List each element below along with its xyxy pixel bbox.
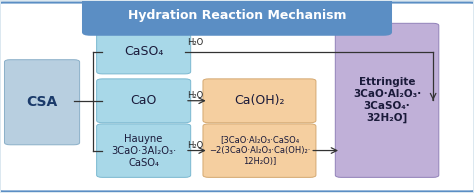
FancyBboxPatch shape (97, 30, 191, 74)
FancyBboxPatch shape (0, 3, 474, 191)
FancyBboxPatch shape (82, 0, 392, 36)
Text: Ca(OH)₂: Ca(OH)₂ (234, 94, 285, 107)
FancyBboxPatch shape (97, 79, 191, 123)
FancyBboxPatch shape (335, 23, 439, 177)
FancyBboxPatch shape (203, 79, 316, 123)
FancyBboxPatch shape (203, 124, 316, 177)
Text: H₂O: H₂O (187, 38, 204, 47)
Text: H₂O: H₂O (187, 141, 204, 150)
FancyBboxPatch shape (4, 60, 80, 145)
FancyBboxPatch shape (97, 124, 191, 177)
Text: H₂O: H₂O (187, 91, 204, 100)
Text: CaO: CaO (130, 94, 157, 107)
Text: Hydration Reaction Mechanism: Hydration Reaction Mechanism (128, 9, 346, 22)
Text: Hauyne
3CaO·3Al₂O₃·
CaSO₄: Hauyne 3CaO·3Al₂O₃· CaSO₄ (111, 134, 176, 168)
Text: CaSO₄: CaSO₄ (124, 45, 164, 58)
Text: Ettringite
3CaO·Al₂O₃·
3CaSO₄·
32H₂O]: Ettringite 3CaO·Al₂O₃· 3CaSO₄· 32H₂O] (353, 77, 421, 124)
Text: CSA: CSA (27, 95, 58, 109)
Text: [3CaO·Al₂O₃·CaSO₄
−2(3CaO·Al₂O₃·Ca(OH)₂·
12H₂O)]: [3CaO·Al₂O₃·CaSO₄ −2(3CaO·Al₂O₃·Ca(OH)₂·… (209, 135, 310, 166)
